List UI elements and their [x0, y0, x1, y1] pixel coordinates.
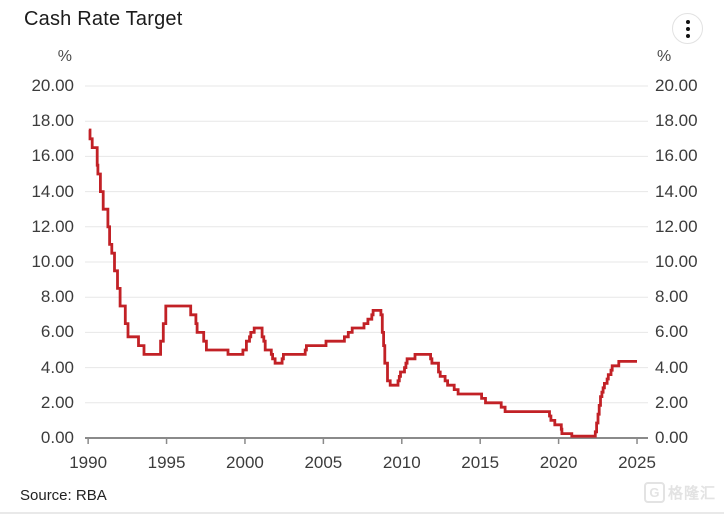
y-axis-label-right: 6.00	[655, 322, 689, 342]
x-axis-label: 1990	[69, 453, 108, 472]
y-axis-label-right: 16.00	[655, 146, 698, 166]
watermark: G 格隆汇	[643, 482, 716, 503]
y-axis-label-left: 6.00	[40, 322, 74, 342]
y-axis-label-left: 20.00	[31, 76, 74, 95]
y-axis-label-right: 12.00	[655, 216, 698, 236]
y-axis-label-left: 0.00	[40, 428, 74, 447]
cash-rate-line	[88, 128, 637, 438]
x-axis-label: 2020	[539, 453, 578, 472]
y-axis-label-right: 8.00	[655, 287, 689, 307]
x-axis-label: 2025	[618, 453, 656, 472]
x-axis-label: 2005	[304, 453, 343, 472]
y-axis-label-left: 10.00	[31, 252, 74, 271]
y-axis-label-right: 18.00	[655, 111, 698, 131]
kebab-menu-button[interactable]	[672, 13, 703, 44]
x-axis-label: 2015	[461, 453, 500, 472]
y-axis-unit-right: %	[657, 48, 672, 65]
kebab-dot-icon	[685, 19, 690, 24]
y-axis-label-left: 12.00	[31, 216, 74, 236]
y-axis-label-right: 0.00	[655, 428, 689, 447]
y-axis-unit-left: %	[57, 48, 72, 65]
watermark-text: 格隆汇	[667, 485, 716, 502]
x-axis-label: 2010	[382, 453, 421, 472]
y-axis-label-right: 10.00	[655, 252, 698, 271]
y-axis-label-right: 20.00	[655, 76, 698, 95]
y-axis-label-left: 16.00	[31, 146, 74, 166]
y-axis-label-right: 2.00	[655, 392, 689, 412]
chart-title: Cash Rate Target	[24, 8, 183, 30]
y-axis-label-right: 14.00	[655, 181, 698, 201]
y-axis-label-left: 14.00	[31, 181, 74, 201]
y-axis-label-left: 18.00	[31, 111, 74, 131]
y-axis-label-right: 4.00	[655, 357, 689, 377]
source-caption: Source: RBA	[20, 487, 107, 504]
x-axis-label: 2000	[226, 453, 264, 472]
y-axis-label-left: 8.00	[40, 287, 74, 307]
watermark-logo-icon: G	[643, 482, 665, 503]
y-axis-label-left: 4.00	[40, 357, 74, 377]
y-axis-label-left: 2.00	[40, 392, 74, 412]
bottom-divider	[0, 512, 724, 514]
kebab-dot-icon	[685, 33, 690, 38]
x-axis-label: 1995	[147, 453, 186, 472]
kebab-dot-icon	[685, 26, 690, 31]
